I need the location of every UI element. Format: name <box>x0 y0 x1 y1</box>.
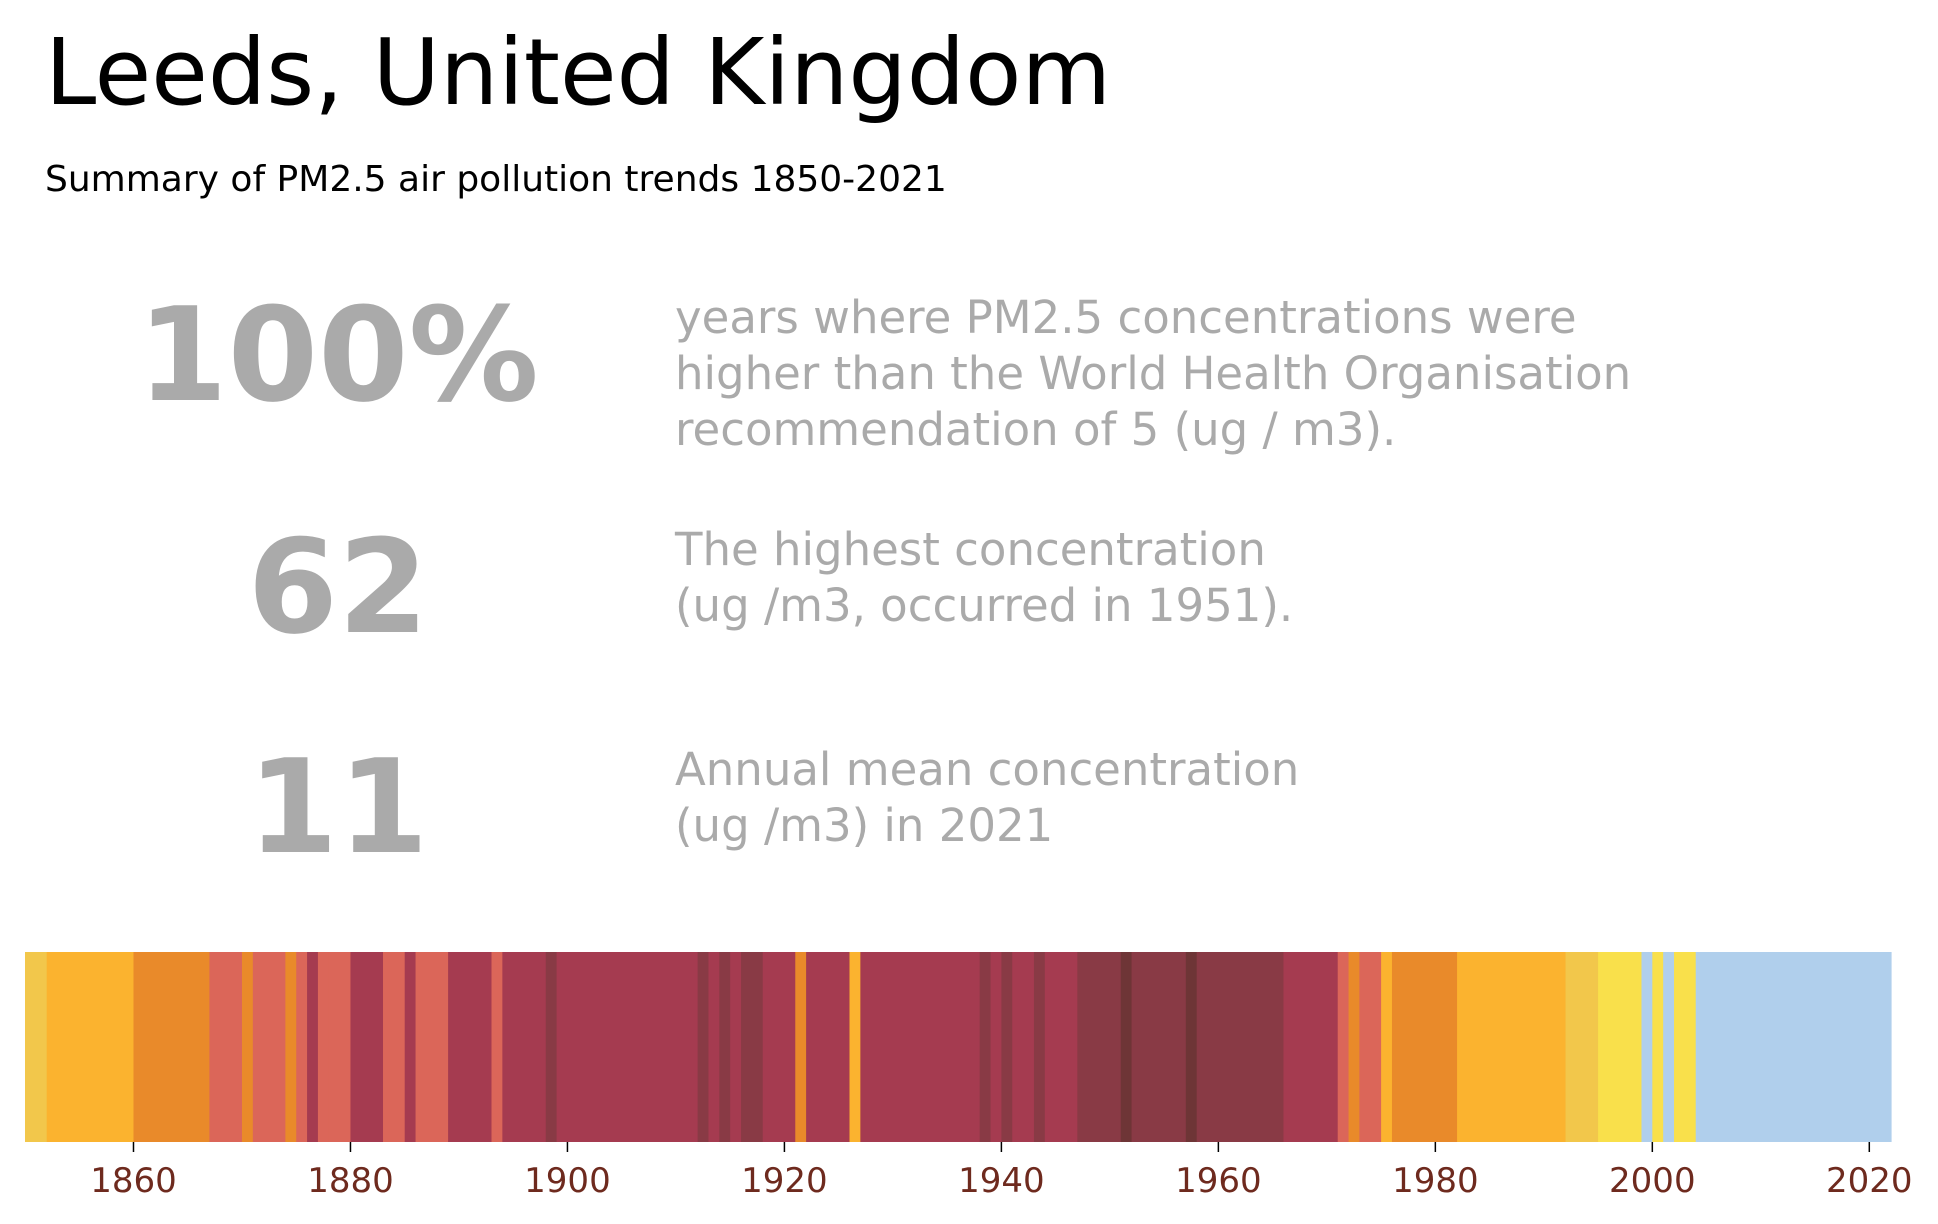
stat-value-years-above-who: 100% <box>137 279 539 431</box>
stripe-1973 <box>1359 952 1382 1142</box>
stripe-1939 <box>990 952 1002 1142</box>
stripe-2004 <box>1695 952 1892 1142</box>
x-axis: 1860 1880 1900 1920 1940 1960 1980 2000 2020 <box>90 1142 1913 1201</box>
stripe-1957 <box>1185 952 1198 1142</box>
stripe-1947 <box>1077 952 1122 1142</box>
x-tick-label-1980: 1980 <box>1392 1161 1479 1201</box>
page-title: Leeds, United Kingdom <box>45 19 1112 126</box>
stripe-1886 <box>415 952 449 1142</box>
stripe-1893 <box>491 952 503 1142</box>
stat-value-annual-mean-2021: 11 <box>247 731 429 883</box>
stripe-1941 <box>1012 952 1035 1142</box>
stripe-1850 <box>25 952 48 1142</box>
x-tick-label-1880: 1880 <box>307 1161 394 1201</box>
stripe-1916 <box>741 952 764 1142</box>
stat-desc-annual-mean-2021: Annual mean concentration (ug /m3) in 20… <box>675 743 1300 852</box>
stripe-1899 <box>556 952 699 1142</box>
stripe-1951 <box>1120 952 1133 1142</box>
stripe-1912 <box>697 952 710 1142</box>
stripe-1971 <box>1337 952 1350 1142</box>
stripe-1992 <box>1565 952 1599 1142</box>
stripe-1876 <box>307 952 319 1142</box>
page-subtitle: Summary of PM2.5 air pollution trends 18… <box>45 159 947 200</box>
stripe-1889 <box>448 952 493 1142</box>
stripe-1877 <box>317 952 330 1142</box>
stripe-2000 <box>1652 952 1664 1142</box>
stripe-1894 <box>502 952 547 1142</box>
x-tick-label-1920: 1920 <box>741 1161 828 1201</box>
stripe-1883 <box>383 952 406 1142</box>
stripe-1852 <box>46 952 135 1142</box>
stripe-1938 <box>979 952 992 1142</box>
stripe-1878 <box>328 952 352 1142</box>
stripe-1922 <box>806 952 851 1142</box>
stripe-1860 <box>133 952 211 1142</box>
stripe-1966 <box>1283 952 1339 1142</box>
stripe-1898 <box>545 952 558 1142</box>
stripe-1975 <box>1381 952 1393 1142</box>
stripe-1871 <box>252 952 286 1142</box>
stripe-1952 <box>1131 952 1187 1142</box>
stat-desc-years-above-who: years where PM2.5 concentrations were hi… <box>675 291 1632 456</box>
stripe-2002 <box>1674 952 1697 1142</box>
stat-desc-highest-concentration: The highest concentration (ug /m3, occur… <box>675 523 1294 632</box>
x-tick-label-1960: 1960 <box>1175 1161 1262 1201</box>
stripe-1958 <box>1196 952 1285 1142</box>
stripe-1880 <box>350 952 384 1142</box>
stripe-1982 <box>1457 952 1567 1142</box>
x-tick-label-2020: 2020 <box>1826 1161 1913 1201</box>
stripe-1885 <box>404 952 417 1142</box>
stripe-layer <box>25 952 1892 1142</box>
stripe-1940 <box>1001 952 1013 1142</box>
stripe-1995 <box>1598 952 1643 1142</box>
stripe-1927 <box>860 952 981 1142</box>
stripe-1999 <box>1641 952 1653 1142</box>
stripe-1921 <box>795 952 807 1142</box>
stripe-1875 <box>296 952 308 1142</box>
stripe-1915 <box>730 952 742 1142</box>
stripe-1943 <box>1033 952 1046 1142</box>
stripe-1972 <box>1348 952 1361 1142</box>
x-tick-label-2000: 2000 <box>1609 1161 1696 1201</box>
x-tick-label-1940: 1940 <box>958 1161 1045 1201</box>
stripe-1918 <box>762 952 796 1142</box>
x-tick-label-1860: 1860 <box>90 1161 177 1201</box>
stripe-1914 <box>719 952 731 1142</box>
x-tick-label-1900: 1900 <box>524 1161 611 1201</box>
stat-value-highest-concentration: 62 <box>247 511 429 663</box>
stripe-2001 <box>1663 952 1675 1142</box>
stripe-1976 <box>1391 952 1458 1142</box>
stripe-1870 <box>241 952 254 1142</box>
stripe-1944 <box>1044 952 1078 1142</box>
stripe-1867 <box>209 952 243 1142</box>
stripe-1926 <box>849 952 861 1142</box>
stripe-1874 <box>285 952 297 1142</box>
stripe-1913 <box>708 952 720 1142</box>
